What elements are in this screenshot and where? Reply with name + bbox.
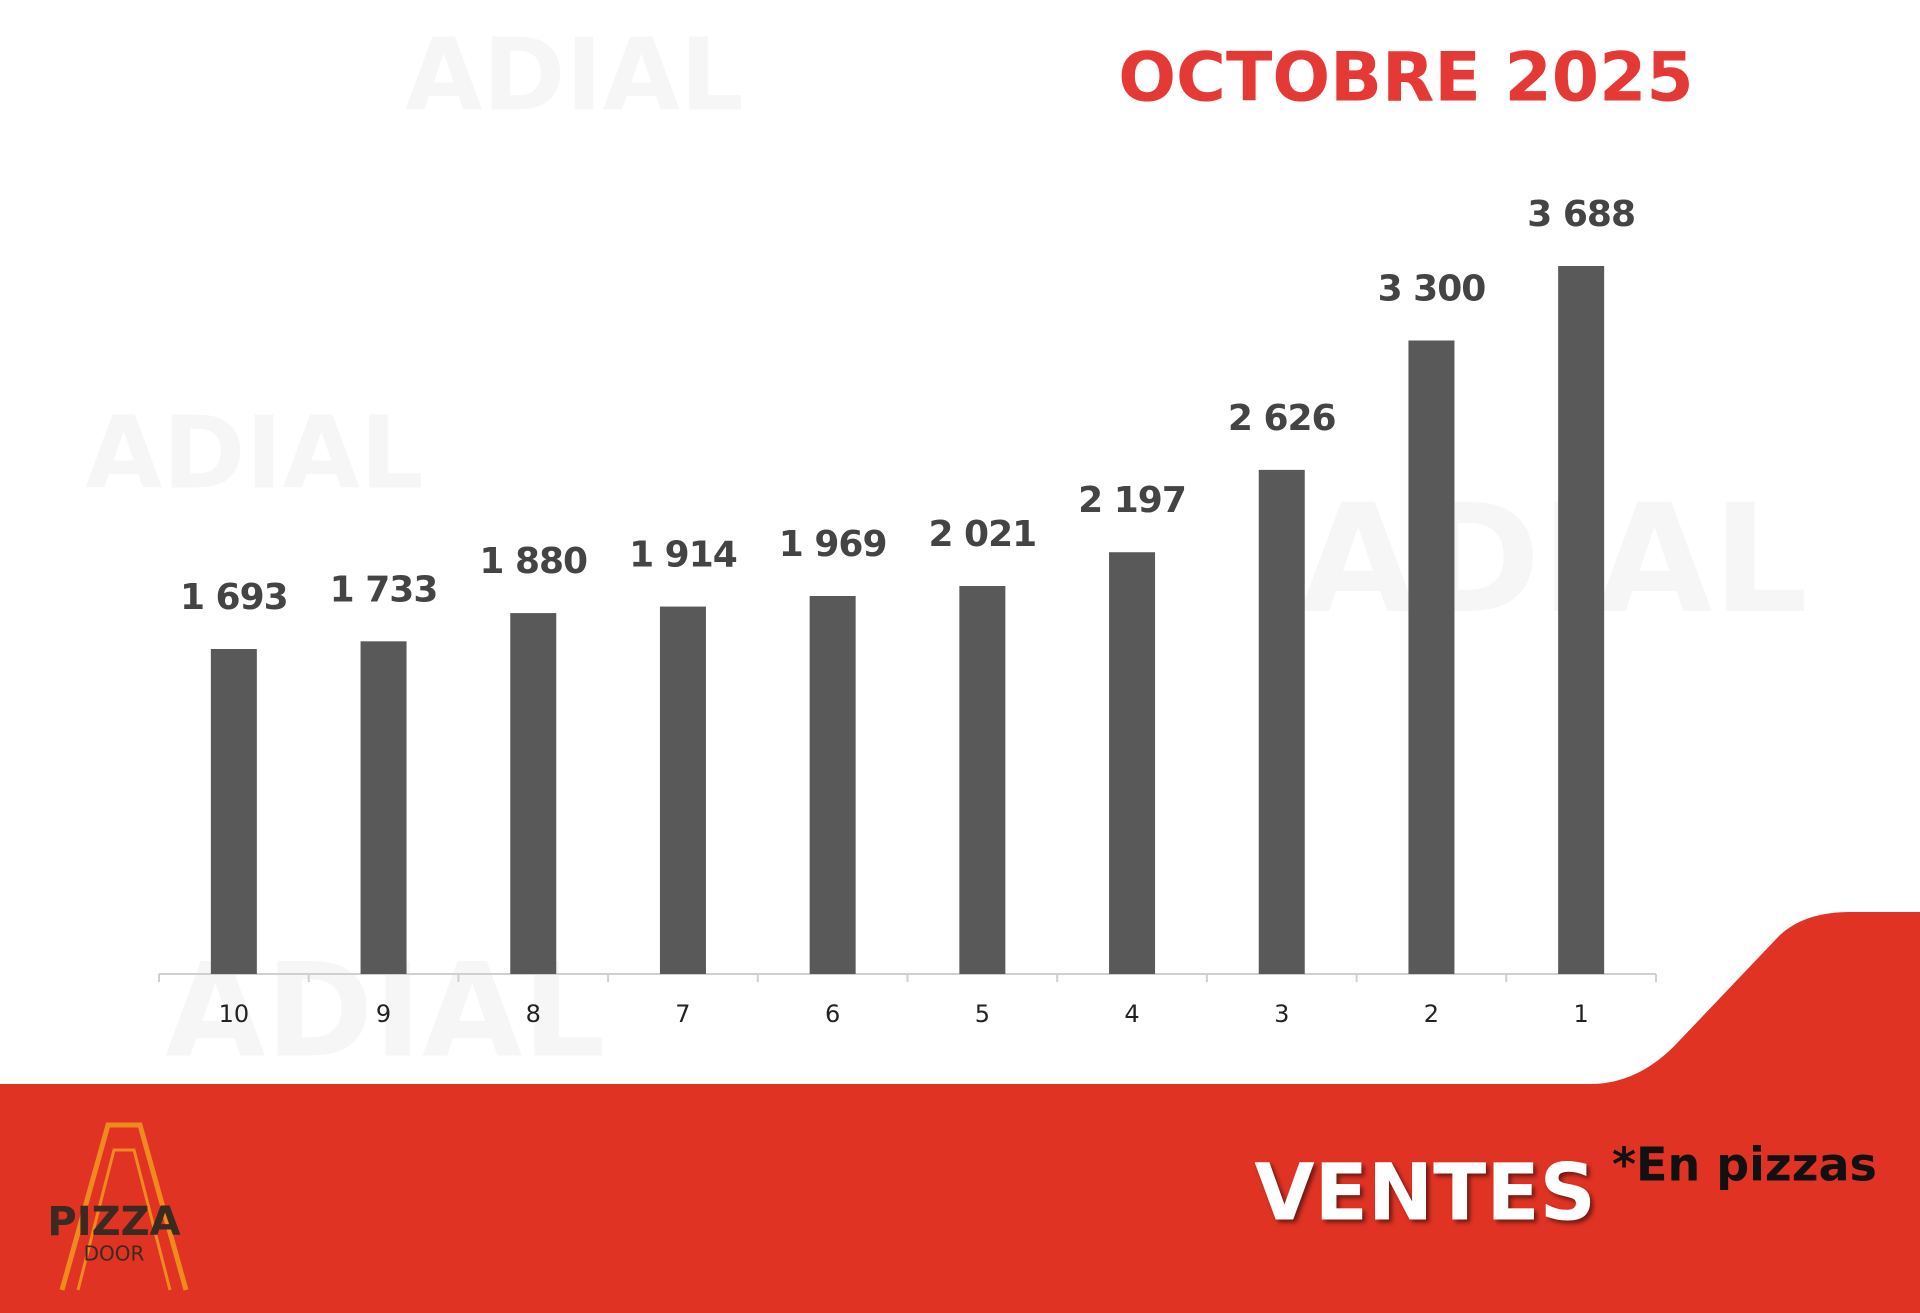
- value-label: 1 733: [330, 569, 438, 610]
- bar: [210, 648, 257, 974]
- value-label: 1 693: [180, 577, 288, 618]
- footer-note: *En pizzas: [1612, 1138, 1877, 1192]
- logo-name: PIZZA: [47, 1199, 180, 1245]
- x-tick-label: 1: [1574, 1000, 1589, 1028]
- watermark: ADIAL: [1300, 473, 1808, 647]
- x-tick-label: 3: [1274, 1000, 1289, 1028]
- bar: [1109, 552, 1156, 974]
- x-tick-label: 10: [219, 1000, 250, 1028]
- bar: [809, 596, 856, 974]
- logo: PIZZA DOOR: [47, 1122, 189, 1291]
- bar: [1558, 266, 1605, 974]
- value-label: 1 914: [629, 535, 737, 576]
- value-label: 3 300: [1378, 268, 1486, 309]
- logo-sub: DOOR: [84, 1242, 145, 1266]
- bar: [1258, 469, 1305, 974]
- logo-shape: [76, 1148, 172, 1291]
- bar: [510, 613, 557, 974]
- watermark: ADIAL: [405, 16, 744, 133]
- value-label: 2 021: [928, 514, 1036, 555]
- plot: 1 693 10 1 733 9 1 880 8 1 914 7 1 969 6 2 021 5 2 1…: [158, 194, 1657, 1028]
- chart-title: OCTOBRE 2025: [1118, 39, 1693, 118]
- x-tick-label: 7: [675, 1000, 690, 1028]
- value-label: 2 626: [1228, 398, 1336, 439]
- x-tick-label: 2: [1424, 1000, 1439, 1028]
- x-tick-label: 6: [825, 1000, 840, 1028]
- value-label: 1 969: [779, 524, 887, 565]
- x-tick-label: 9: [376, 1000, 391, 1028]
- bar: [360, 641, 407, 974]
- value-label: 1 880: [479, 541, 587, 582]
- watermark: ADIAL: [85, 394, 424, 511]
- value-label: 3 688: [1527, 194, 1635, 235]
- x-tick-label: 8: [526, 1000, 541, 1028]
- bar: [659, 606, 706, 974]
- logo-shape: [59, 1122, 189, 1291]
- x-tick-label: 5: [975, 1000, 990, 1028]
- bar: [959, 586, 1006, 974]
- footer-band: [0, 912, 1920, 1313]
- value-label: 2 197: [1078, 480, 1186, 521]
- footer-title: VENTES: [1254, 1148, 1596, 1238]
- x-tick-label: 4: [1124, 1000, 1139, 1028]
- bar: [1408, 340, 1455, 974]
